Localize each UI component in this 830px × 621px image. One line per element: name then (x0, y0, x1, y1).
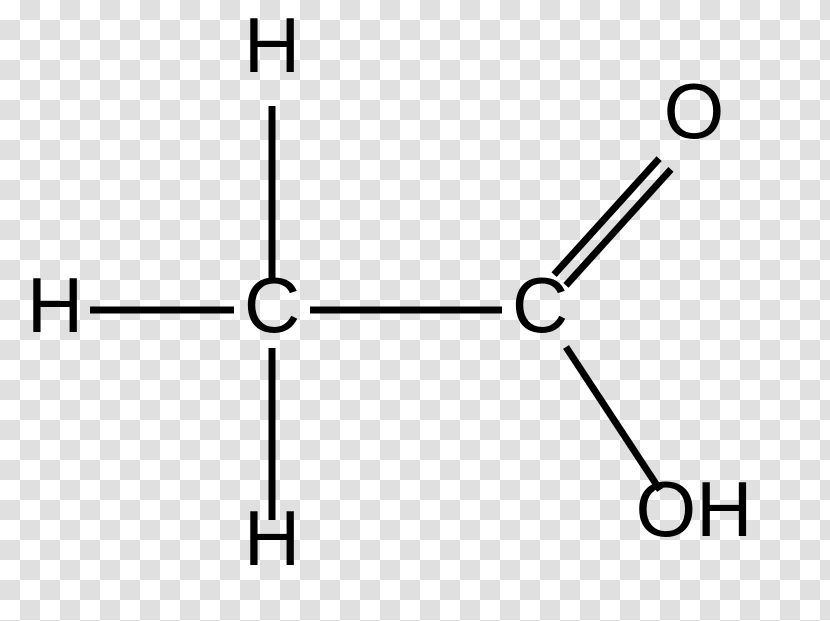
atom-label-c1: C (244, 261, 300, 349)
atom-label-oh: OH (636, 465, 753, 553)
atom-label-h_left: H (27, 261, 83, 349)
molecule-diagram: H H C C H O OH (0, 0, 830, 621)
atoms-group: H H C C H O OH (27, 1, 753, 582)
atom-label-h_bottom: H (244, 494, 300, 582)
atom-label-h_top: H (244, 1, 300, 89)
atom-label-o_top: O (664, 67, 725, 155)
atom-label-c2: C (512, 261, 568, 349)
bond-double (554, 159, 659, 275)
bonds-group (90, 106, 671, 520)
bond-double (566, 169, 671, 285)
